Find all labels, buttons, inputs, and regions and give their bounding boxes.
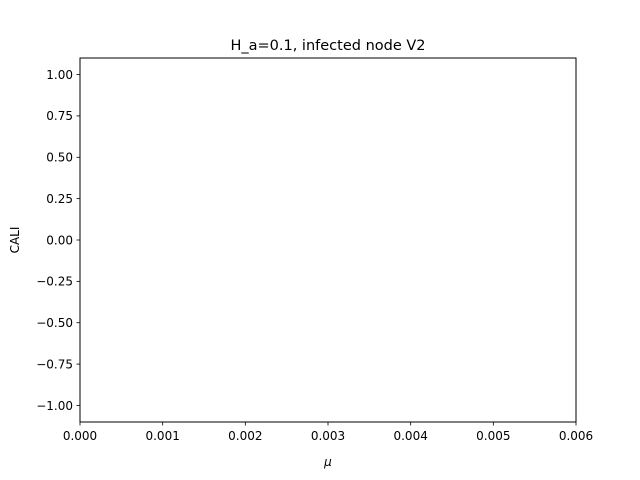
x-tick-label: 0.002 xyxy=(228,429,262,443)
y-tick-label: 0.00 xyxy=(46,233,73,247)
x-axis-ticks: 0.000 0.001 0.002 0.003 0.004 0.005 0.006 xyxy=(63,422,593,443)
y-tick-label: −0.75 xyxy=(36,357,73,371)
x-tick-label: 0.004 xyxy=(393,429,427,443)
y-tick-label: −0.50 xyxy=(36,316,73,330)
y-axis-ticks: 1.00 0.75 0.50 0.25 0.00 −0.25 −0.50 −0.75 −1.00 xyxy=(36,68,80,413)
plot-area xyxy=(79,57,577,423)
y-tick-label: 0.25 xyxy=(46,192,73,206)
x-axis-label: μ xyxy=(323,455,332,469)
y-tick-label: 1.00 xyxy=(46,68,73,82)
y-tick-label: −0.25 xyxy=(36,275,73,289)
x-tick-label: 0.003 xyxy=(311,429,345,443)
y-tick-label: −1.00 xyxy=(36,399,73,413)
x-tick-label: 0.001 xyxy=(145,429,179,443)
chart-title: H_a=0.1, infected node V2 xyxy=(230,38,425,54)
y-axis-label: CALI xyxy=(8,227,22,254)
x-tick-label: 0.006 xyxy=(559,429,593,443)
x-tick-label: 0.000 xyxy=(63,429,97,443)
y-tick-label: 0.75 xyxy=(46,109,73,123)
x-tick-label: 0.005 xyxy=(476,429,510,443)
y-tick-label: 0.50 xyxy=(46,151,73,165)
